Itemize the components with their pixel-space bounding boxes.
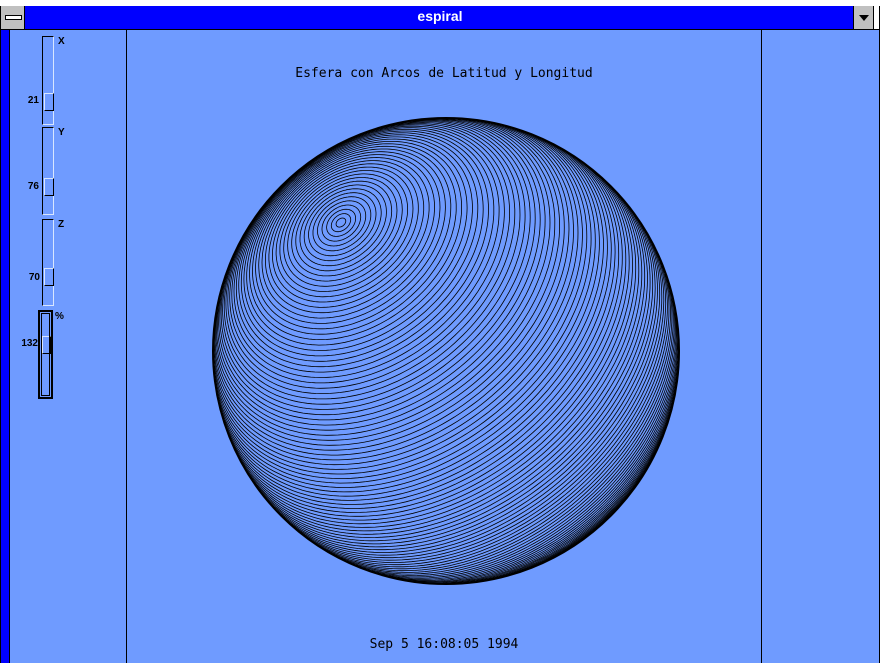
spiral-line [427, 379, 678, 585]
spiral-line [266, 204, 656, 548]
spiral-line [317, 263, 673, 570]
spiral-line [436, 388, 677, 585]
slider-z-label: Z [58, 219, 65, 230]
spiral-line [249, 141, 462, 340]
spiral-line [282, 223, 663, 556]
spiral-line [345, 294, 677, 577]
spiral-line [309, 255, 671, 568]
spiral-line [299, 184, 387, 267]
spiral-line [337, 285, 676, 575]
spiral-line [238, 132, 484, 362]
spiral-line [255, 145, 452, 330]
spiral-line [216, 134, 608, 493]
spiral-line [258, 194, 651, 542]
spiral-line [272, 212, 658, 551]
spiral-line [268, 157, 430, 308]
app-window: espiral X 21 Y 76 Z 70 % 132 Esfera con … [0, 6, 880, 663]
spiral-line [306, 251, 670, 566]
spiral-line [317, 200, 367, 247]
spiral-line [354, 303, 678, 578]
spiral-line [383, 334, 680, 582]
spiral-line [374, 325, 680, 581]
slider-y-value: 76 [27, 181, 39, 192]
slider-y-label: Y [58, 127, 65, 138]
timestamp: Sep 5 16:08:05 1994 [369, 637, 519, 652]
slider-x-thumb[interactable] [44, 93, 54, 111]
spiral-line [287, 173, 403, 282]
spiral-line [410, 361, 680, 584]
spiral-line [325, 272, 674, 572]
spiral-line [275, 215, 661, 553]
spiral-line [392, 343, 680, 583]
spiral-line [229, 125, 505, 384]
spiral-line [366, 316, 679, 580]
spiral-line [312, 196, 372, 252]
spiral-line [308, 192, 377, 257]
spiral-line [279, 166, 414, 292]
spiral-line [265, 154, 436, 314]
slider-percent-label: % [55, 311, 64, 322]
slider-z-value: 70 [28, 272, 40, 283]
spiral-line [321, 204, 362, 242]
slider-x[interactable] [42, 36, 54, 125]
spiral-line [335, 217, 347, 228]
title-bar[interactable]: espiral [1, 6, 879, 30]
spiral-line [212, 124, 592, 475]
spiral-line [330, 213, 352, 233]
spiral-line [299, 243, 668, 563]
spiral-line [227, 124, 510, 389]
spiral-line [303, 188, 382, 262]
spiral-line [213, 117, 570, 451]
spiral-line [289, 231, 665, 559]
spiral-line [231, 127, 500, 378]
spiral-line [292, 234, 667, 561]
spiral-lines [212, 117, 680, 585]
spiral-line [329, 276, 675, 573]
plot-panel [126, 30, 762, 663]
spiral-line [271, 160, 425, 303]
spiral-line [357, 307, 679, 579]
slider-x-value: 21 [27, 95, 39, 106]
slider-y-thumb[interactable] [44, 178, 54, 196]
minimize-button[interactable] [853, 6, 874, 29]
slider-y[interactable] [42, 127, 54, 215]
system-menu-icon [5, 15, 22, 20]
spiral-line [326, 208, 356, 237]
slider-x-label: X [58, 36, 65, 47]
spiral-line [295, 180, 393, 272]
spiral-line [419, 370, 679, 585]
spiral-line [233, 128, 495, 373]
slider-percent[interactable] [38, 310, 53, 399]
window-left-frame [1, 30, 10, 663]
plot-title: Esfera con Arcos de Latitud y Longitud [295, 66, 593, 81]
spiral-line [243, 136, 473, 351]
spiral-line [252, 143, 457, 335]
spiral-line [275, 163, 419, 298]
window-edge [874, 6, 879, 29]
sphere-outline [212, 117, 680, 585]
minimize-arrow-icon [859, 15, 869, 21]
spiral-line [489, 439, 662, 581]
spiral-line [240, 134, 479, 357]
spiral-line [261, 151, 441, 319]
system-menu-button[interactable] [1, 6, 25, 29]
spiral-line [236, 165, 637, 525]
spiral-line [227, 152, 627, 513]
spiral-line [445, 396, 675, 585]
slider-percent-thumb[interactable] [42, 336, 51, 354]
spiral-line [235, 130, 489, 368]
spiral-line [246, 138, 468, 346]
spiral-line [260, 197, 654, 545]
slider-z-thumb[interactable] [44, 268, 54, 286]
slider-percent-value: 132 [21, 338, 38, 349]
slider-z[interactable] [42, 219, 54, 306]
spiral-line [258, 148, 446, 324]
spiral-line [291, 177, 398, 277]
spiral-line [401, 352, 680, 584]
window-title: espiral [417, 8, 463, 24]
spiral-sphere-plot [212, 117, 680, 585]
spiral-line [283, 170, 408, 287]
